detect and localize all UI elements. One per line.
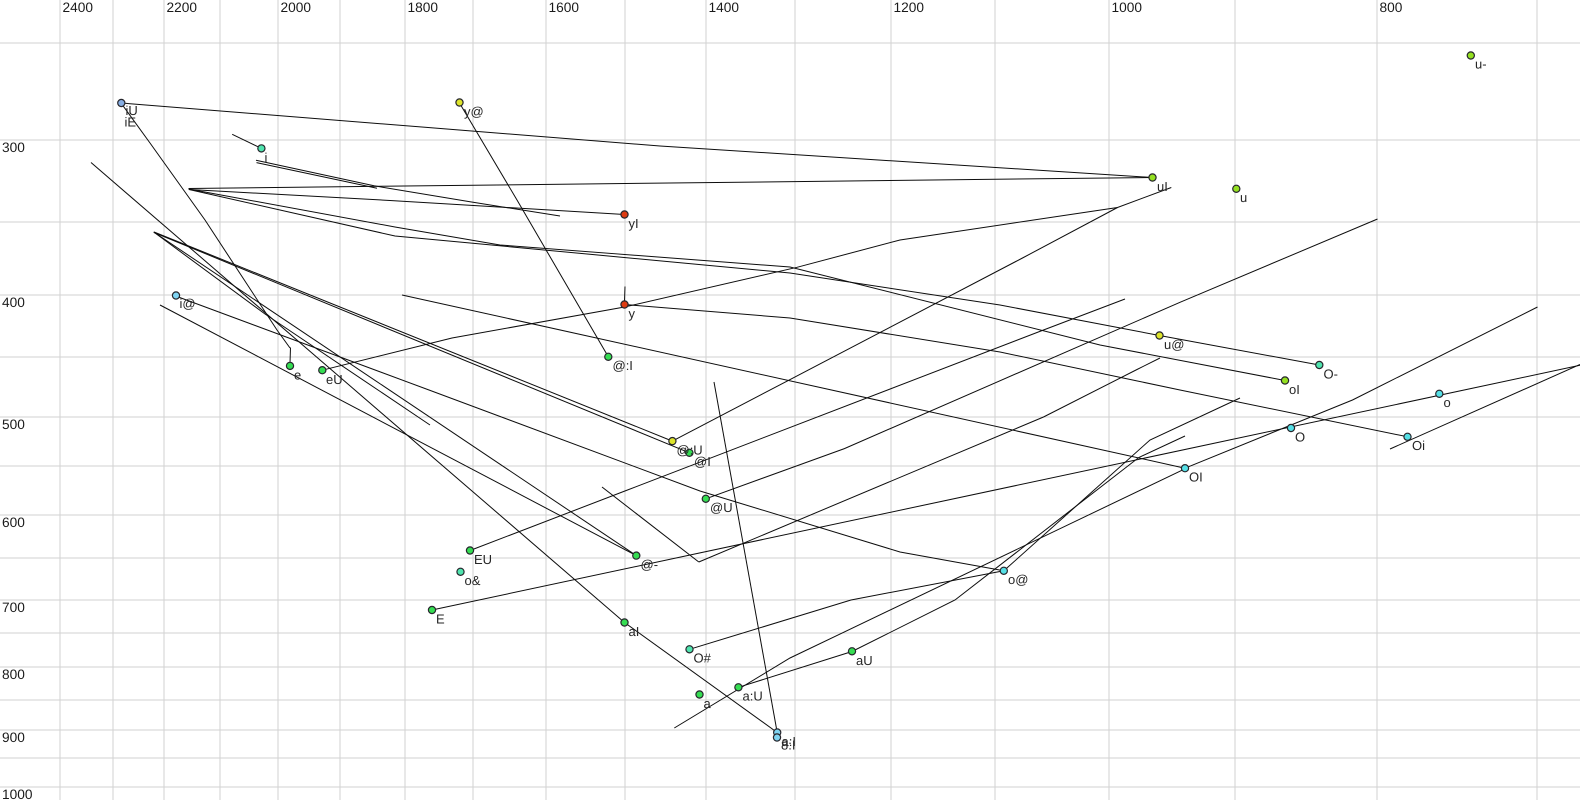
svg-text:u@: u@ bbox=[1164, 337, 1184, 352]
svg-text:OI: OI bbox=[1189, 470, 1203, 485]
svg-text:2200: 2200 bbox=[167, 0, 198, 15]
svg-text:Oi: Oi bbox=[1412, 438, 1425, 453]
svg-text:1000: 1000 bbox=[1112, 0, 1143, 15]
svg-text:1600: 1600 bbox=[549, 0, 580, 15]
svg-text:y: y bbox=[629, 306, 636, 321]
svg-text:y@: y@ bbox=[464, 104, 484, 119]
svg-text:800: 800 bbox=[2, 667, 25, 682]
svg-text:u: u bbox=[1240, 190, 1247, 205]
svg-text:1800: 1800 bbox=[408, 0, 439, 15]
svg-text:@:I: @:I bbox=[613, 358, 633, 373]
svg-text:uI: uI bbox=[1157, 179, 1168, 194]
svg-text:u-: u- bbox=[1475, 57, 1487, 72]
svg-text:300: 300 bbox=[2, 140, 25, 155]
svg-text:1000: 1000 bbox=[2, 787, 33, 800]
svg-text:@I: @I bbox=[694, 454, 711, 469]
svg-text:a:I: a:I bbox=[782, 734, 796, 749]
svg-text:2400: 2400 bbox=[63, 0, 94, 15]
svg-text:O: O bbox=[1295, 430, 1305, 445]
svg-text:e: e bbox=[294, 368, 301, 383]
svg-text:o@: o@ bbox=[1008, 572, 1028, 587]
svg-text:o: o bbox=[1444, 395, 1451, 410]
svg-text:O-: O- bbox=[1324, 367, 1338, 382]
svg-text:eU: eU bbox=[326, 372, 343, 387]
svg-text:1400: 1400 bbox=[709, 0, 740, 15]
svg-text:400: 400 bbox=[2, 295, 25, 310]
svg-text:800: 800 bbox=[1380, 0, 1403, 15]
svg-text:oI: oI bbox=[1289, 382, 1300, 397]
svg-text:1200: 1200 bbox=[894, 0, 925, 15]
svg-text:600: 600 bbox=[2, 515, 25, 530]
svg-text:a: a bbox=[704, 696, 712, 711]
svg-text:o&: o& bbox=[465, 573, 481, 588]
svg-text:EU: EU bbox=[474, 552, 492, 567]
svg-text:i: i bbox=[265, 150, 268, 165]
svg-text:aI: aI bbox=[629, 624, 640, 639]
svg-text:900: 900 bbox=[2, 730, 25, 745]
svg-text:i@: i@ bbox=[180, 296, 196, 311]
svg-text:O#: O# bbox=[694, 651, 712, 666]
svg-text:yI: yI bbox=[629, 216, 639, 231]
svg-text:500: 500 bbox=[2, 417, 25, 432]
svg-text:@:U: @:U bbox=[677, 443, 703, 458]
svg-text:E: E bbox=[436, 612, 445, 627]
svg-text:aU: aU bbox=[856, 653, 873, 668]
svg-text:@U: @U bbox=[710, 500, 733, 515]
svg-text:iE: iE bbox=[125, 115, 137, 130]
svg-text:@-: @- bbox=[641, 557, 659, 572]
svg-text:iU: iU bbox=[126, 103, 138, 118]
svg-text:8:I: 8:I bbox=[781, 738, 795, 753]
svg-text:2000: 2000 bbox=[281, 0, 312, 15]
svg-text:700: 700 bbox=[2, 600, 25, 615]
svg-text:a:U: a:U bbox=[743, 689, 763, 704]
